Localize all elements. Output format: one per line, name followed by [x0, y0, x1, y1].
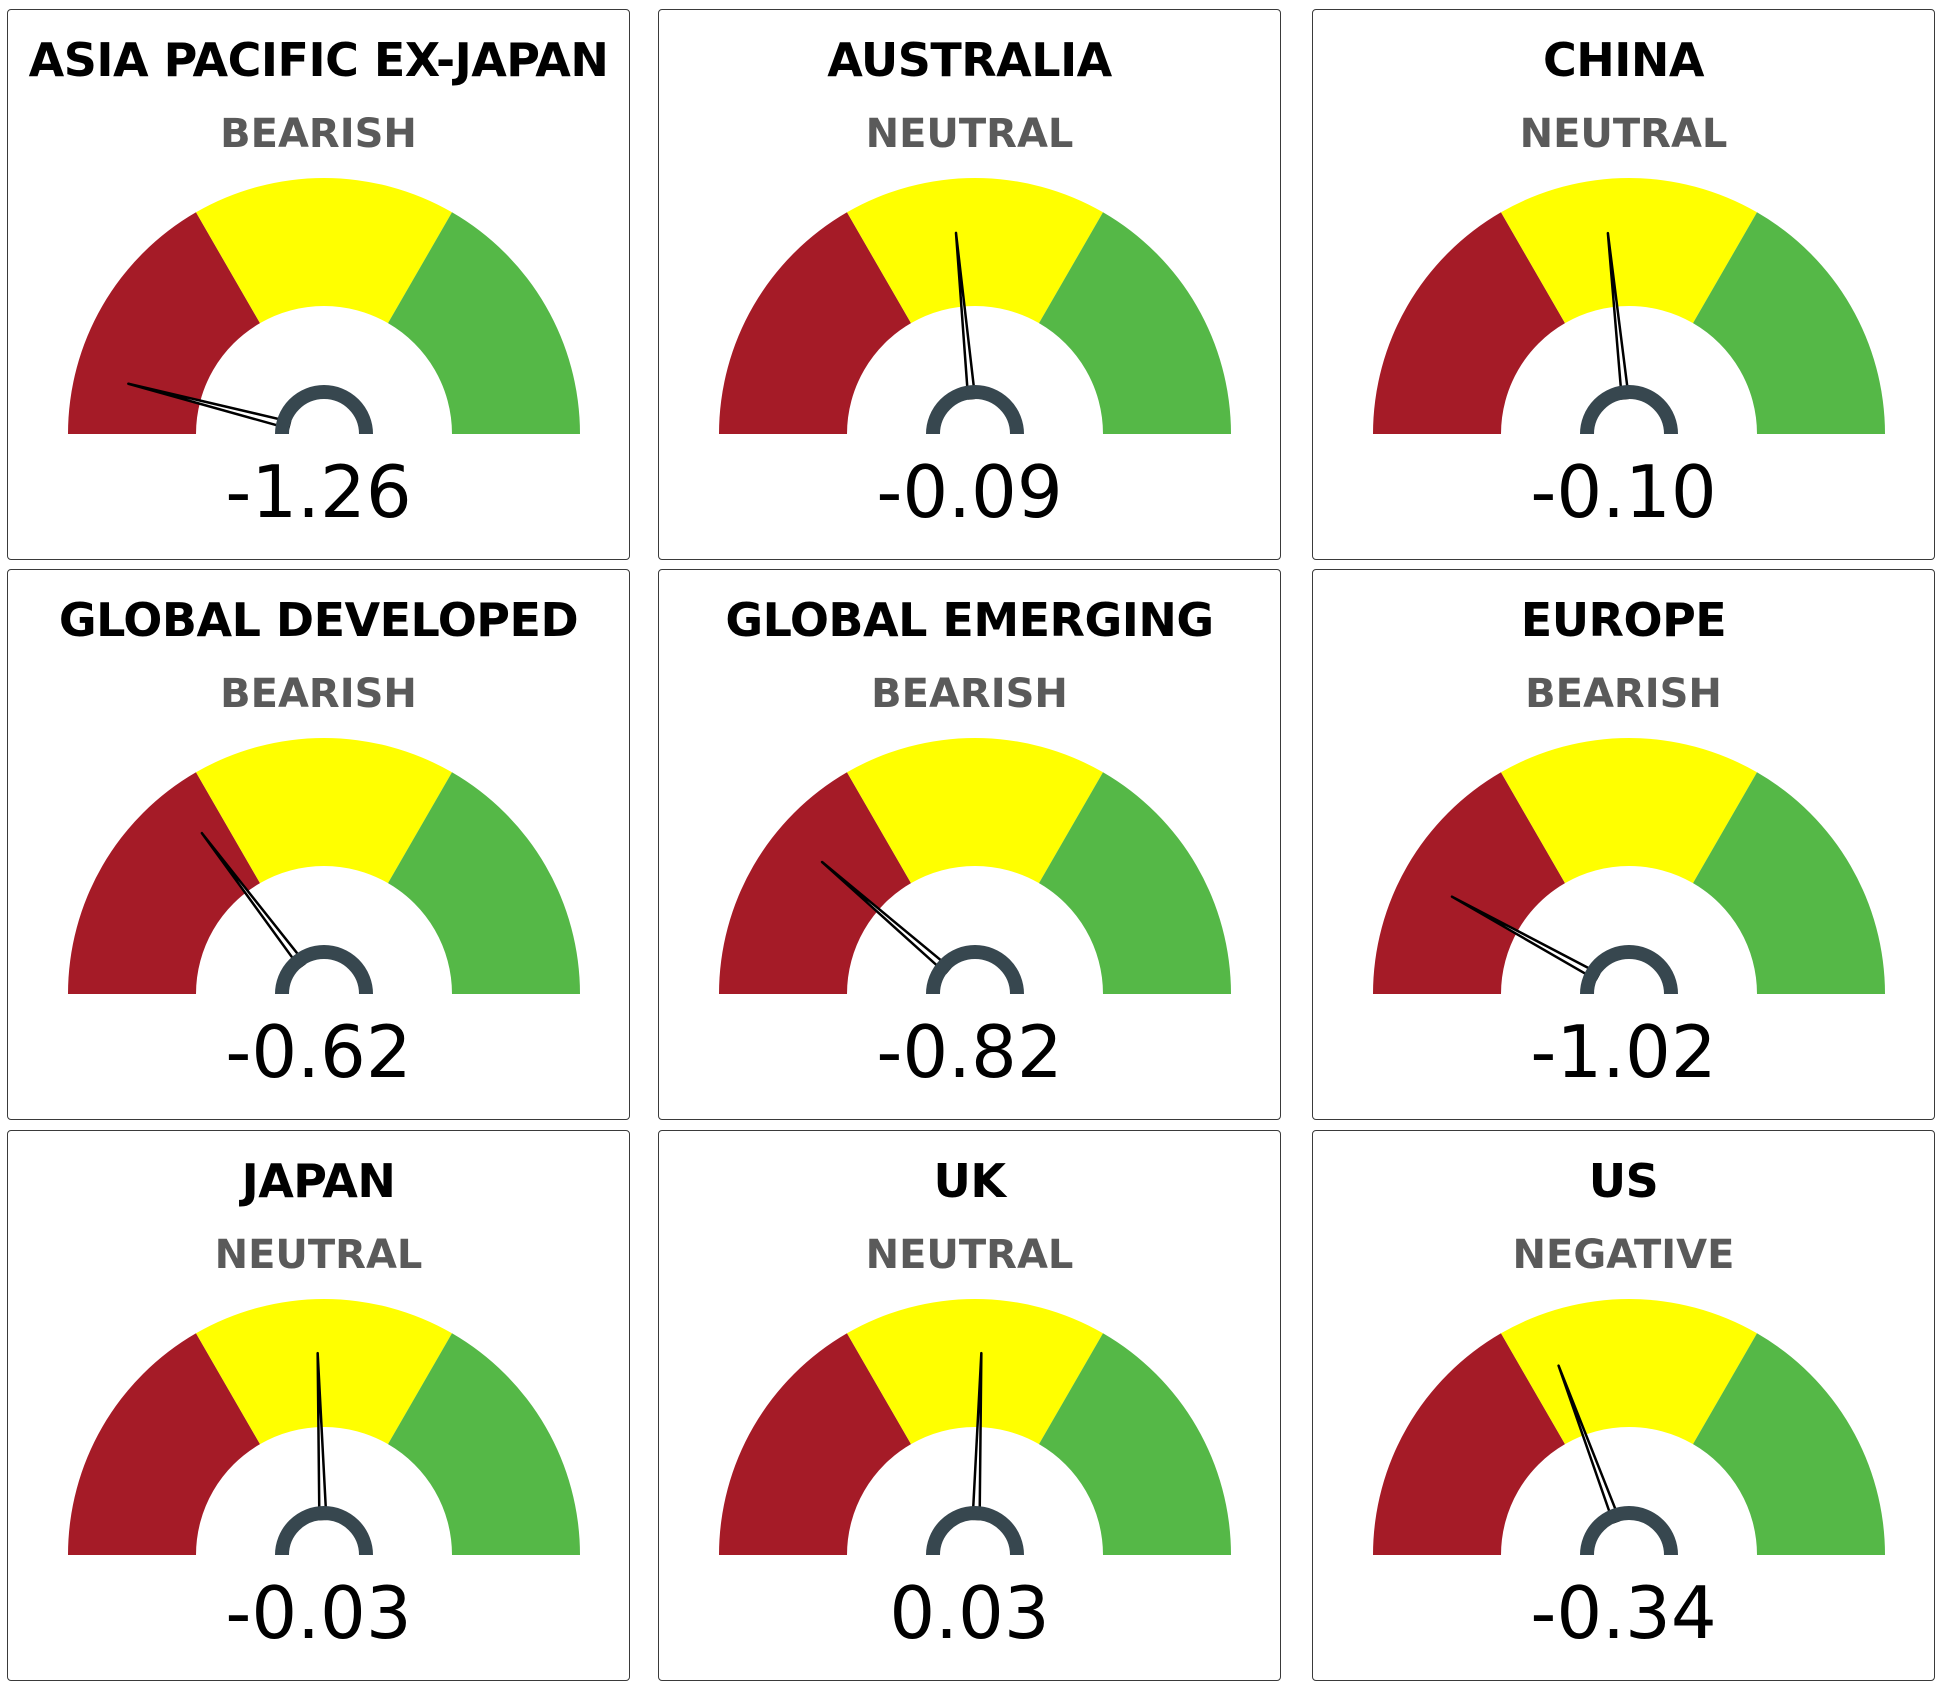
- gauge-status: BEARISH: [1525, 671, 1722, 717]
- gauge-dial: [1373, 177, 1885, 435]
- gauge-card-asia-pacific-ex-japan: ASIA PACIFIC EX-JAPAN BEARISH -1.26: [7, 9, 630, 560]
- gauge-band-neutral-zone: [847, 738, 1103, 884]
- gauge-value: -1.02: [1530, 1010, 1717, 1094]
- gauge-band-bearish-zone: [1373, 1333, 1565, 1555]
- gauge-title: CHINA: [1543, 33, 1704, 87]
- gauge-band-bullish-zone: [388, 1333, 580, 1555]
- gauge-value: -0.82: [876, 1010, 1063, 1094]
- gauge-status: NEGATIVE: [1512, 1232, 1735, 1278]
- gauge-band-bullish-zone: [388, 212, 580, 434]
- gauge-card-australia: AUSTRALIA NEUTRAL -0.09: [658, 9, 1281, 560]
- gauge-band-neutral-zone: [847, 177, 1103, 324]
- gauge-card-uk: UK NEUTRAL 0.03: [658, 1130, 1281, 1681]
- gauge-band-neutral-zone: [196, 738, 452, 884]
- gauge-title: AUSTRALIA: [827, 33, 1112, 87]
- gauge-status: NEUTRAL: [214, 1232, 423, 1278]
- gauge-status: NEUTRAL: [865, 111, 1074, 157]
- gauge-card-japan: JAPAN NEUTRAL -0.03: [7, 1130, 630, 1681]
- gauge-value: -0.09: [876, 450, 1063, 534]
- gauge-band-bearish-zone: [1373, 772, 1565, 994]
- gauge-band-neutral-zone: [196, 177, 452, 324]
- gauge-band-neutral-zone: [1501, 738, 1757, 884]
- gauge-band-bearish-zone: [1373, 212, 1565, 434]
- gauge-band-bullish-zone: [1039, 212, 1231, 434]
- gauge-card-global-emerging: GLOBAL EMERGING BEARISH -0.82: [658, 569, 1281, 1120]
- gauge-card-china: CHINA NEUTRAL -0.10: [1312, 9, 1935, 560]
- gauge-value: 0.03: [889, 1571, 1050, 1655]
- gauge-value: -0.03: [225, 1571, 412, 1655]
- gauge-title: GLOBAL DEVELOPED: [58, 593, 579, 647]
- gauge-status: NEUTRAL: [865, 1232, 1074, 1278]
- gauge-dial: [68, 738, 580, 995]
- gauge-band-bullish-zone: [1039, 772, 1231, 994]
- gauge-band-bullish-zone: [1693, 212, 1885, 434]
- gauge-hub: [926, 1506, 1024, 1556]
- gauge-status: BEARISH: [220, 111, 417, 157]
- gauge-status: NEUTRAL: [1519, 111, 1728, 157]
- gauge-value: -0.62: [225, 1010, 412, 1094]
- gauge-band-bearish-zone: [719, 1333, 911, 1555]
- gauge-band-bearish-zone: [68, 772, 260, 994]
- gauge-card-us: US NEGATIVE -0.34: [1312, 1130, 1935, 1681]
- gauge-hub: [926, 945, 1024, 995]
- gauge-dial: [68, 1299, 580, 1556]
- gauge-title: ASIA PACIFIC EX-JAPAN: [28, 33, 609, 87]
- gauge-band-bullish-zone: [388, 772, 580, 994]
- gauge-hub: [1580, 385, 1678, 435]
- gauge-hub: [275, 385, 373, 435]
- gauge-dial: [719, 738, 1231, 995]
- gauge-status: BEARISH: [871, 671, 1068, 717]
- gauge-band-neutral-zone: [1501, 1299, 1757, 1445]
- gauge-hub: [275, 1506, 373, 1556]
- gauge-card-global-developed: GLOBAL DEVELOPED BEARISH -0.62: [7, 569, 630, 1120]
- gauge-band-neutral-zone: [847, 1299, 1103, 1445]
- gauge-band-bearish-zone: [719, 772, 911, 994]
- gauge-band-bearish-zone: [68, 1333, 260, 1555]
- gauge-value: -0.34: [1530, 1571, 1717, 1655]
- gauge-status: BEARISH: [220, 671, 417, 717]
- gauge-band-neutral-zone: [196, 1299, 452, 1445]
- gauge-dial: [719, 177, 1231, 435]
- gauge-band-bearish-zone: [719, 212, 911, 434]
- gauge-value: -0.10: [1530, 450, 1717, 534]
- gauge-band-bearish-zone: [68, 212, 260, 434]
- gauge-value: -1.26: [225, 450, 412, 534]
- gauge-title: UK: [933, 1154, 1007, 1208]
- gauge-band-bullish-zone: [1693, 1333, 1885, 1555]
- gauge-band-bullish-zone: [1039, 1333, 1231, 1555]
- gauge-band-neutral-zone: [1501, 177, 1757, 324]
- gauge-card-europe: EUROPE BEARISH -1.02: [1312, 569, 1935, 1120]
- gauge-dial: [1373, 1299, 1885, 1556]
- gauge-dial: [68, 177, 580, 435]
- gauge-dial: [1373, 738, 1885, 995]
- gauge-band-bullish-zone: [1693, 772, 1885, 994]
- gauge-dial: [719, 1299, 1231, 1556]
- gauge-title: JAPAN: [241, 1154, 396, 1208]
- gauge-hub: [275, 945, 373, 995]
- gauge-title: GLOBAL EMERGING: [725, 593, 1214, 647]
- gauge-hub: [926, 385, 1024, 435]
- gauge-hub: [1580, 945, 1678, 995]
- gauge-hub: [1580, 1506, 1678, 1556]
- gauge-title: US: [1588, 1154, 1659, 1208]
- gauge-title: EUROPE: [1520, 593, 1727, 647]
